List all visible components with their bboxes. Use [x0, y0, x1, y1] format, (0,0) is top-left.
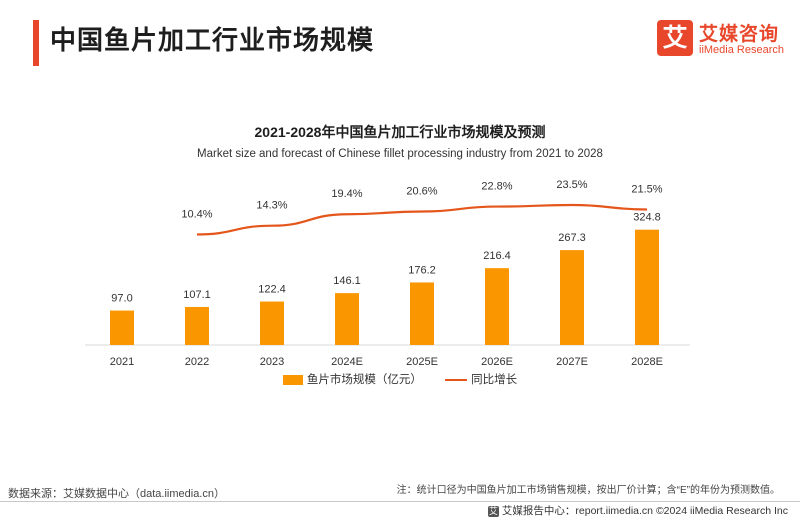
bar-label-2025E: 176.2	[408, 264, 436, 276]
bar-label-2022: 107.1	[183, 289, 211, 301]
chart-legend: 鱼片市场规模（亿元） 同比增长	[0, 371, 800, 387]
growth-label-2025E: 20.6%	[406, 186, 437, 198]
legend-bar-swatch	[282, 374, 303, 385]
bar-2028E	[635, 229, 659, 345]
bar-label-2026E: 216.4	[483, 250, 511, 262]
x-tick-label-2021: 2021	[110, 356, 134, 368]
iimedia-logo: 艾 艾媒咨询 iiMedia Research	[657, 20, 797, 64]
bar-label-2024E: 146.1	[333, 275, 361, 287]
footer-divider	[0, 501, 800, 502]
growth-label-2024E: 19.4%	[331, 188, 362, 200]
growth-line	[196, 203, 648, 236]
x-tick-label-2026E: 2026E	[481, 356, 513, 368]
bar-2021	[110, 310, 134, 345]
x-tick-label-2025E: 2025E	[406, 356, 438, 368]
legend-line-swatch	[445, 378, 468, 381]
data-source: 数据来源：艾媒数据中心（data.iimedia.cn）	[8, 488, 225, 500]
logo-english-name: iiMedia Research	[699, 44, 784, 56]
bar-2027E	[560, 250, 584, 345]
legend-item-growth: 同比增长	[445, 371, 517, 387]
growth-label-2022: 10.4%	[181, 208, 212, 220]
report-center-icon: 艾	[487, 505, 499, 517]
growth-label-2026E: 22.8%	[481, 181, 512, 193]
bar-2023	[260, 301, 284, 345]
growth-label-2027E: 23.5%	[556, 179, 587, 191]
chart-title: 2021-2028年中国鱼片加工行业市场规模及预测	[254, 124, 546, 140]
legend-item-market-size: 鱼片市场规模（亿元）	[282, 371, 422, 387]
bar-label-2023: 122.4	[258, 284, 286, 296]
bar-2026E	[485, 268, 509, 345]
logo-mark-icon: 艾	[657, 20, 693, 56]
bar-label-2027E: 267.3	[558, 232, 586, 244]
x-tick-label-2024E: 2024E	[331, 356, 363, 368]
legend-label-market-size: 鱼片市场规模（亿元）	[306, 374, 422, 386]
logo-chinese-name: 艾媒咨询	[699, 24, 780, 45]
growth-label-2028E: 21.5%	[631, 184, 662, 196]
statistical-note: 注：统计口径为中国鱼片加工市场销售规模，按出厂价计算；含“E”的年份为预测数值。	[396, 485, 780, 496]
x-tick-label-2022: 2022	[185, 356, 209, 368]
footer-text: 艾媒报告中心：report.iimedia.cn ©2024 iiMedia R…	[501, 505, 788, 517]
bar-2024E	[335, 293, 359, 345]
bar-2022	[185, 306, 209, 345]
growth-label-2023: 14.3%	[256, 200, 287, 212]
chart-subtitle: Market size and forecast of Chinese fill…	[197, 148, 603, 160]
bar-label-2021: 97.0	[111, 293, 132, 305]
bar-2025E	[410, 282, 434, 345]
x-tick-label-2023: 2023	[260, 356, 284, 368]
x-tick-label-2028E: 2028E	[631, 356, 663, 368]
bar-label-2028E: 324.8	[633, 212, 661, 224]
page-title: 中国鱼片加工行业市场规模	[50, 25, 375, 55]
title-accent-bar	[33, 20, 39, 66]
legend-label-growth: 同比增长	[471, 374, 518, 386]
footer: 艾艾媒报告中心：report.iimedia.cn ©2024 iiMedia …	[487, 503, 788, 518]
x-tick-label-2027E: 2027E	[556, 356, 588, 368]
